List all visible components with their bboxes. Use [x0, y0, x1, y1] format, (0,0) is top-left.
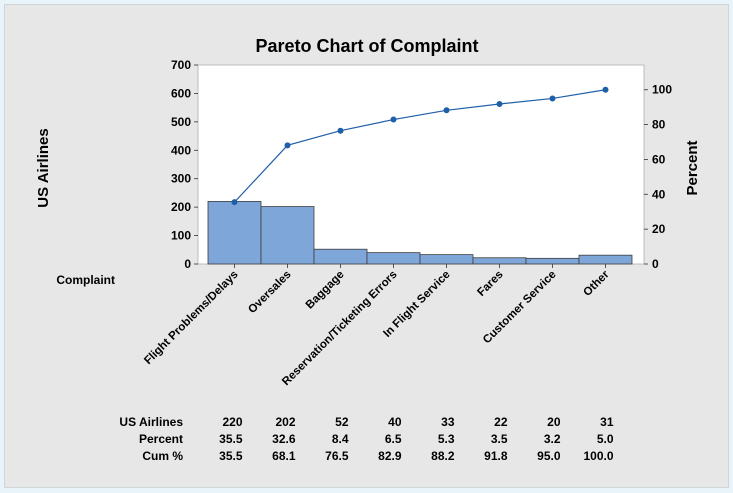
x-tick-label: Other [581, 268, 612, 299]
y-tick-label: 500 [171, 115, 191, 129]
bars-group [207, 201, 633, 265]
table-cell: 20 [547, 415, 561, 429]
y2-tick-label: 100 [652, 83, 672, 97]
table-cell: 100.0 [583, 449, 613, 463]
x-tick-label: Fares [475, 269, 505, 299]
table-cell: 32.6 [272, 432, 296, 446]
y-tick-label: 400 [171, 143, 191, 157]
table-cell: 3.5 [491, 432, 508, 446]
summary-table: US Airlines 220 202 52 40 33 22 20 31 Percent 35.5… [119, 415, 613, 463]
y-tick-label: 600 [171, 86, 191, 100]
x-tick-label: Reservation/Ticketing Errors [280, 269, 400, 389]
table-cell: 6.5 [385, 432, 402, 446]
cumulative-point-1 [231, 199, 238, 206]
y-axis-ticks: 0 100 200 300 400 500 600 700 [171, 58, 198, 271]
table-cell: 8.4 [332, 432, 349, 446]
table-cell: 82.9 [378, 449, 402, 463]
bar-6 [472, 257, 527, 265]
table-cell: 35.5 [219, 449, 243, 463]
table-cell: 220 [222, 415, 242, 429]
bar-8 [578, 254, 633, 265]
x-tick-label: Oversales [246, 269, 293, 316]
pareto-chart: Pareto Chart of Complaint US Airlines Pe… [35, 36, 701, 463]
table-cell: 33 [441, 415, 455, 429]
y-tick-label: 0 [184, 257, 191, 271]
table-cell: 40 [388, 415, 402, 429]
table-cell: 31 [600, 415, 614, 429]
table-row-label: Cum % [142, 449, 183, 463]
bar-1 [207, 201, 262, 265]
y-tick-label: 200 [171, 200, 191, 214]
y2-tick-label: 0 [652, 257, 659, 271]
table-cell: 76.5 [325, 449, 349, 463]
x-axis-ticks: Flight Problems/Delays Oversales BaggageRe… [142, 264, 612, 388]
cumulative-point-3 [337, 127, 344, 134]
y-tick-label: 300 [171, 172, 191, 186]
cumulative-point-6 [496, 101, 503, 108]
cumulative-line-group [231, 86, 609, 206]
bar-4 [366, 252, 421, 265]
table-cell: 35.5 [219, 432, 243, 446]
y2-axis-label: Percent [684, 140, 701, 195]
cumulative-line [234, 89, 606, 203]
y-axis-label: US Airlines [35, 128, 52, 207]
table-cell: 91.8 [484, 449, 508, 463]
cumulative-point-8 [602, 86, 609, 93]
table-cell: 52 [335, 415, 349, 429]
x-tick-label: Flight Problems/Delays [142, 269, 240, 367]
y2-tick-label: 40 [652, 187, 666, 201]
bar-2 [260, 206, 315, 265]
chart-panel: Pareto Chart of Complaint US Airlines Pe… [4, 4, 729, 488]
table-cell: 95.0 [537, 449, 561, 463]
y2-tick-label: 20 [652, 222, 666, 236]
x-tick-label: Baggage [304, 269, 347, 312]
cumulative-point-5 [443, 107, 450, 114]
table-cell: 88.2 [431, 449, 455, 463]
bar-5 [419, 254, 474, 265]
bar-7 [525, 257, 580, 265]
y2-axis-ticks: 0 20 40 60 80 100 [644, 83, 672, 271]
table-row-label: Percent [139, 432, 183, 446]
table-cell: 202 [275, 415, 295, 429]
table-cell: 5.3 [438, 432, 455, 446]
table-cell: 22 [494, 415, 508, 429]
bar-3 [313, 248, 368, 265]
table-cell: 68.1 [272, 449, 296, 463]
cumulative-point-2 [284, 142, 291, 149]
cumulative-point-4 [390, 116, 397, 123]
y2-tick-label: 80 [652, 118, 666, 132]
y-tick-label: 100 [171, 229, 191, 243]
y2-tick-label: 60 [652, 152, 666, 166]
table-cell: 3.2 [544, 432, 561, 446]
x-axis-label: Complaint [56, 273, 115, 287]
y-tick-label: 700 [171, 58, 191, 72]
table-row-label: US Airlines [119, 415, 183, 429]
cumulative-point-7 [549, 95, 556, 102]
table-cell: 5.0 [597, 432, 614, 446]
chart-title: Pareto Chart of Complaint [255, 36, 478, 56]
